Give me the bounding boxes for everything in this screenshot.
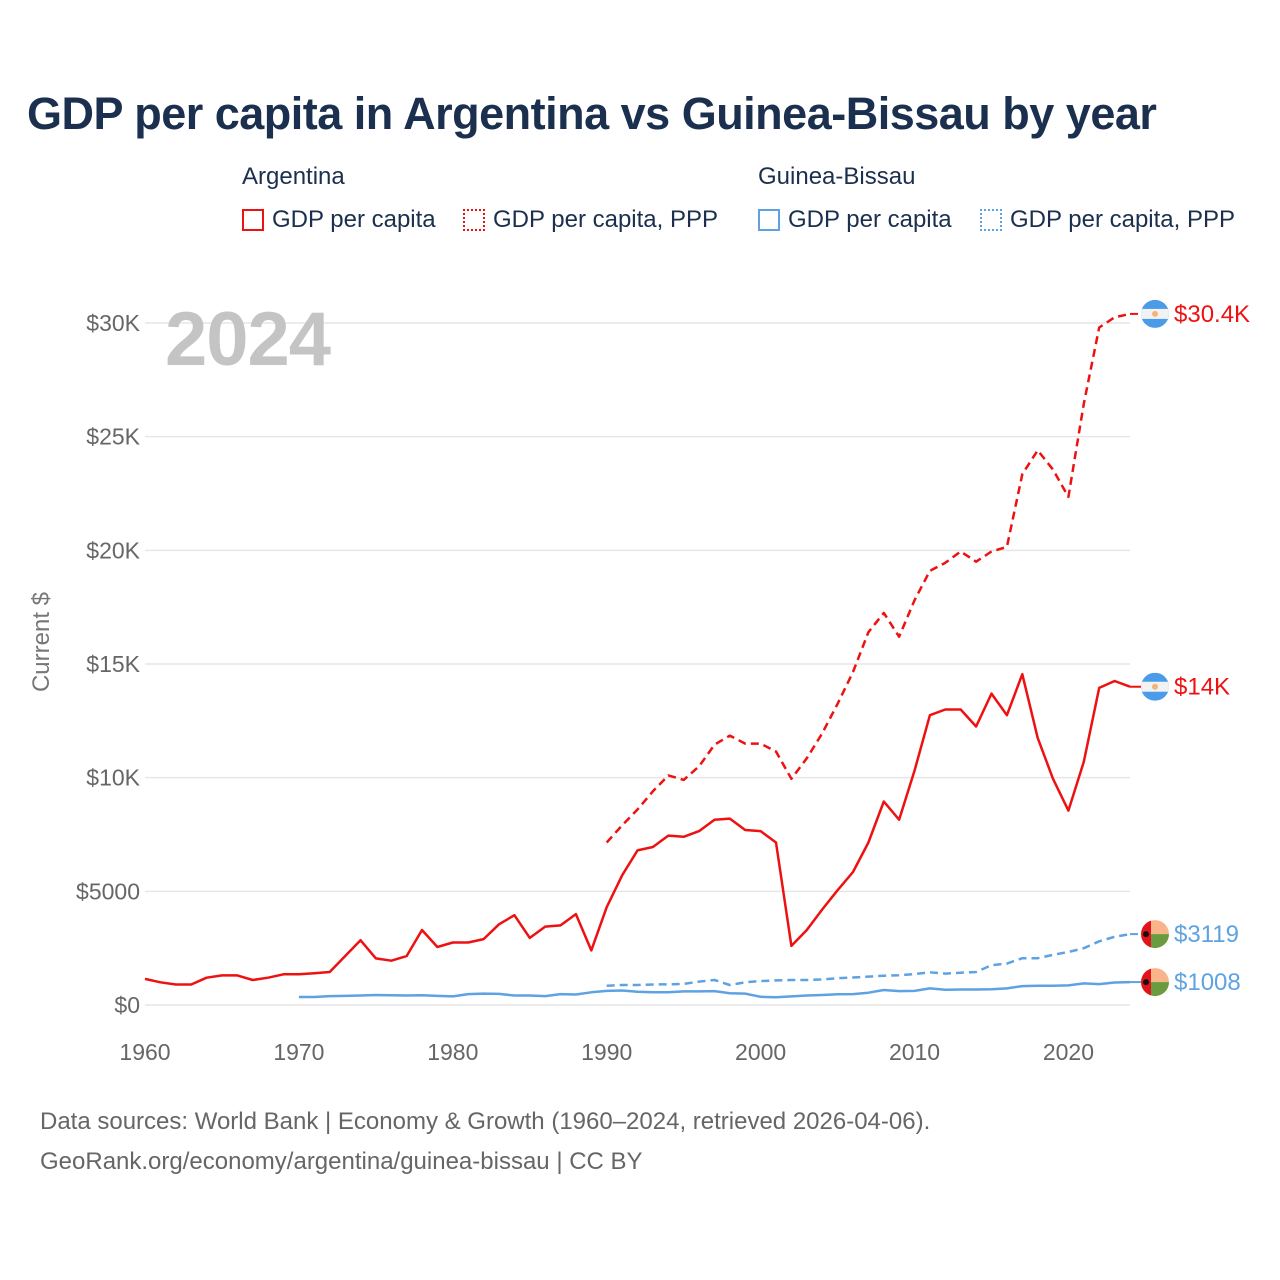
x-tick-label: 2020 xyxy=(1043,1039,1094,1065)
series-line-argentina-gdp-per-capita-ppp[interactable] xyxy=(605,312,1131,844)
legend-label: GDP per capita xyxy=(788,206,952,233)
chart-title: GDP per capita in Argentina vs Guinea-Bi… xyxy=(27,88,1157,139)
y-tick-label: $15K xyxy=(86,651,140,677)
legend-swatch-dotted-icon xyxy=(980,209,1002,231)
series-end-label: $30.4K xyxy=(1174,301,1250,328)
x-tick-label: 2000 xyxy=(735,1039,786,1065)
legend-item-guinea-bissau-gdp[interactable]: GDP per capita xyxy=(758,205,952,235)
source-line-1: Data sources: World Bank | Economy & Gro… xyxy=(40,1108,931,1135)
legend-swatch-solid-icon xyxy=(242,209,264,231)
x-tick-label: 1990 xyxy=(581,1039,632,1065)
legend-group-argentina: Argentina xyxy=(242,163,345,190)
series-end-label: $3119 xyxy=(1174,921,1239,948)
series-line-guinea-bissau-gdp-per-capita-ppp[interactable] xyxy=(606,932,1131,987)
y-tick-label: $25K xyxy=(86,424,140,450)
y-tick-label: $0 xyxy=(114,992,140,1018)
argentina-flag-icon xyxy=(1141,672,1169,701)
series-end-label: $1008 xyxy=(1174,969,1241,996)
legend-item-argentina-gdp[interactable]: GDP per capita xyxy=(242,205,436,235)
argentina-flag-icon xyxy=(1141,299,1169,328)
series-end-label: $14K xyxy=(1174,674,1230,701)
guinea-bissau-flag-icon xyxy=(1141,968,1169,997)
legend-swatch-dotted-icon xyxy=(463,209,485,231)
y-tick-label: $20K xyxy=(86,537,140,563)
source-line-2: GeoRank.org/economy/argentina/guinea-bis… xyxy=(40,1148,643,1175)
legend-label: GDP per capita, PPP xyxy=(493,206,718,233)
year-watermark: 2024 xyxy=(165,297,331,382)
legend-item-guinea-bissau-ppp[interactable]: GDP per capita, PPP xyxy=(980,205,1235,235)
x-tick-label: 1970 xyxy=(273,1039,324,1065)
legend-label: GDP per capita xyxy=(272,206,436,233)
y-tick-label: $10K xyxy=(86,765,140,791)
legend-label: GDP per capita, PPP xyxy=(1010,206,1235,233)
legend-group-guinea-bissau: Guinea-Bissau xyxy=(758,163,916,190)
legend-item-argentina-ppp[interactable]: GDP per capita, PPP xyxy=(463,205,718,235)
legend-swatch-solid-icon xyxy=(758,209,780,231)
guinea-bissau-flag-icon xyxy=(1141,920,1169,949)
x-tick-label: 2010 xyxy=(889,1039,940,1065)
series-line-guinea-bissau-gdp-per-capita[interactable] xyxy=(298,980,1131,999)
y-tick-label: $5000 xyxy=(76,878,140,904)
series-line-argentina-gdp-per-capita[interactable] xyxy=(144,672,1131,986)
x-tick-label: 1960 xyxy=(119,1039,170,1065)
x-tick-label: 1980 xyxy=(427,1039,478,1065)
y-tick-label: $30K xyxy=(86,310,140,336)
